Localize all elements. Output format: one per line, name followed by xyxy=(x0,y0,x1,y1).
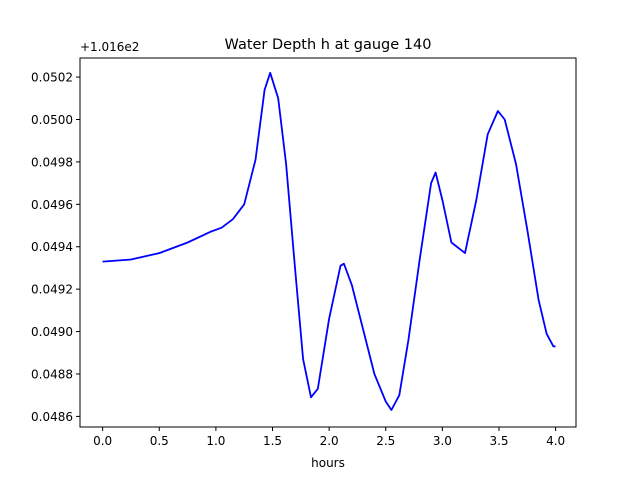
x-tick-label: 1.5 xyxy=(263,434,282,448)
series-line-h xyxy=(102,71,556,411)
y-tick-label: 0.0502 xyxy=(31,71,73,85)
x-tick-label: 4.0 xyxy=(546,434,565,448)
y-tick-label: 0.0488 xyxy=(31,367,73,381)
y-tick-label: 0.0492 xyxy=(31,283,73,297)
y-tick-label: 0.0490 xyxy=(31,325,73,339)
x-tick-label: 1.0 xyxy=(206,434,225,448)
y-tick-label: 0.0486 xyxy=(31,410,73,424)
x-tick-label: 3.5 xyxy=(489,434,508,448)
y-tick-label: 0.0500 xyxy=(31,113,73,127)
x-tick-label: 2.0 xyxy=(320,434,339,448)
x-axis-label: hours xyxy=(311,456,345,470)
x-tick-label: 0.0 xyxy=(93,434,112,448)
y-tick-label: 0.0496 xyxy=(31,198,73,212)
y-offset-label: +1.016e2 xyxy=(80,40,139,54)
x-tick-label: 0.5 xyxy=(150,434,169,448)
plot-frame xyxy=(79,57,577,428)
x-tick-label: 3.0 xyxy=(433,434,452,448)
y-tick-label: 0.0498 xyxy=(31,155,73,169)
y-tick-label: 0.0494 xyxy=(31,240,73,254)
chart-title: Water Depth h at gauge 140 xyxy=(225,37,432,53)
x-tick-label: 2.5 xyxy=(376,434,395,448)
